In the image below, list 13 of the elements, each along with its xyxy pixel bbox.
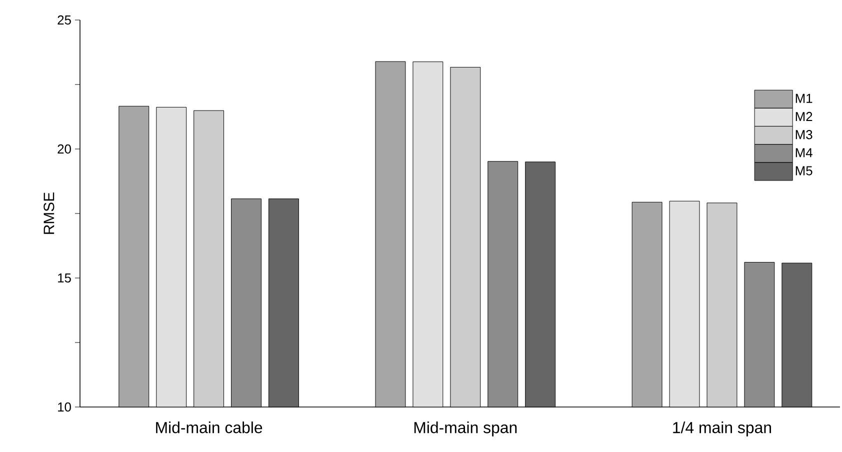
x-tick-label: Mid-main cable [156, 422, 262, 434]
legend-label: M3 [796, 130, 812, 140]
legend-label: M1 [796, 94, 812, 103]
legend-label: M5 [796, 166, 812, 176]
x-tick-label: Mid-main span [414, 422, 517, 436]
y-tick-label: 20 [58, 144, 71, 154]
y-tick-label: 15 [58, 273, 71, 283]
y-tick-label: 10 [58, 402, 71, 412]
legend-label: M4 [796, 148, 812, 158]
y-axis-title: RMSE [44, 192, 54, 234]
x-tick-label: 1/4 main span [673, 422, 771, 436]
legend-label: M2 [796, 112, 812, 121]
y-tick-label: 25 [58, 15, 71, 25]
